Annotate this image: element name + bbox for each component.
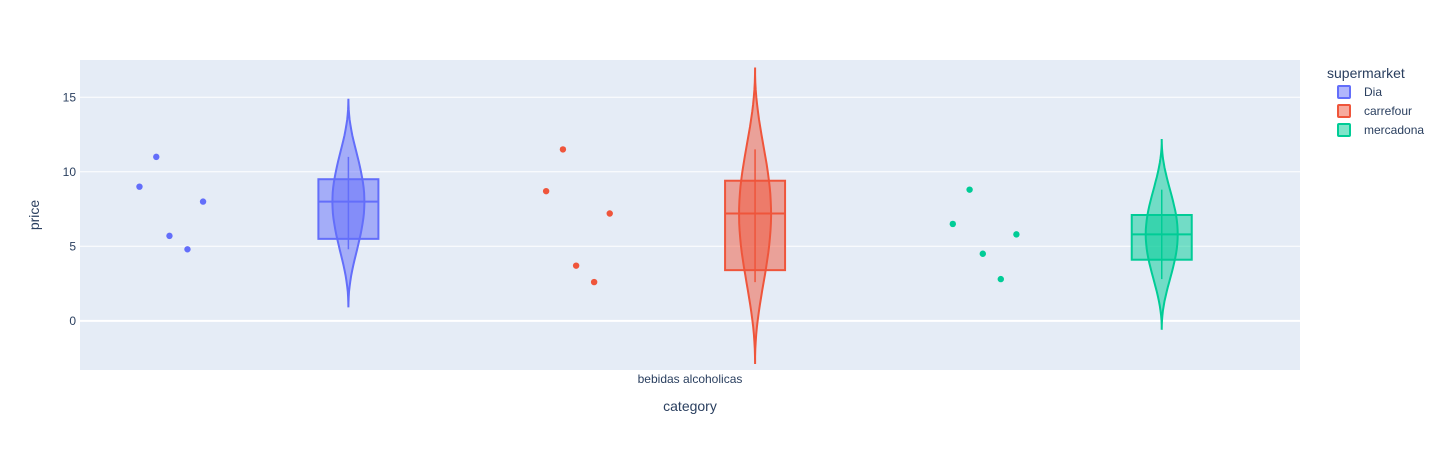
- legend-item-mercadona[interactable]: mercadona: [1337, 123, 1424, 137]
- series-carrefour: [542, 67, 787, 365]
- data-point: [966, 186, 973, 193]
- series-mercadona: [949, 138, 1193, 330]
- legend-label: mercadona: [1364, 123, 1424, 137]
- y-tick-label: 10: [63, 165, 77, 179]
- data-point: [997, 275, 1004, 283]
- data-point: [542, 187, 550, 195]
- data-point: [590, 278, 598, 286]
- data-point: [572, 262, 580, 269]
- data-point: [153, 153, 160, 161]
- series-layer: [136, 67, 1193, 365]
- legend-item-Dia[interactable]: Dia: [1337, 85, 1382, 99]
- y-tick-label: 0: [69, 314, 76, 328]
- legend-label: Dia: [1364, 85, 1382, 99]
- data-point: [559, 146, 567, 153]
- data-point: [979, 250, 986, 257]
- legend-swatch: [1337, 123, 1351, 137]
- legend-title: supermarket: [1327, 65, 1405, 81]
- data-point: [166, 232, 173, 240]
- data-point: [136, 183, 143, 190]
- data-point: [949, 220, 956, 228]
- legend-label: carrefour: [1364, 104, 1412, 118]
- axis-layer: 0 5 10 15 price bebidas alcoholicas category: [26, 90, 742, 414]
- data-point: [199, 198, 207, 205]
- legend: supermarket Dia carrefour mercadona: [1327, 65, 1424, 137]
- legend-swatch: [1337, 85, 1351, 99]
- x-axis-title: category: [663, 398, 717, 414]
- plot-background: [80, 60, 1300, 370]
- legend-item-carrefour[interactable]: carrefour: [1337, 104, 1412, 118]
- legend-swatch: [1337, 104, 1351, 118]
- series-Dia: [136, 98, 380, 308]
- data-point: [1013, 231, 1020, 238]
- y-axis-title: price: [26, 200, 42, 231]
- data-point: [184, 246, 191, 253]
- grid-layer: [80, 96, 1300, 322]
- x-tick-label: bebidas alcoholicas: [638, 372, 743, 386]
- y-tick-label: 5: [69, 239, 76, 253]
- y-tick-label: 15: [63, 90, 77, 104]
- data-point: [606, 210, 613, 217]
